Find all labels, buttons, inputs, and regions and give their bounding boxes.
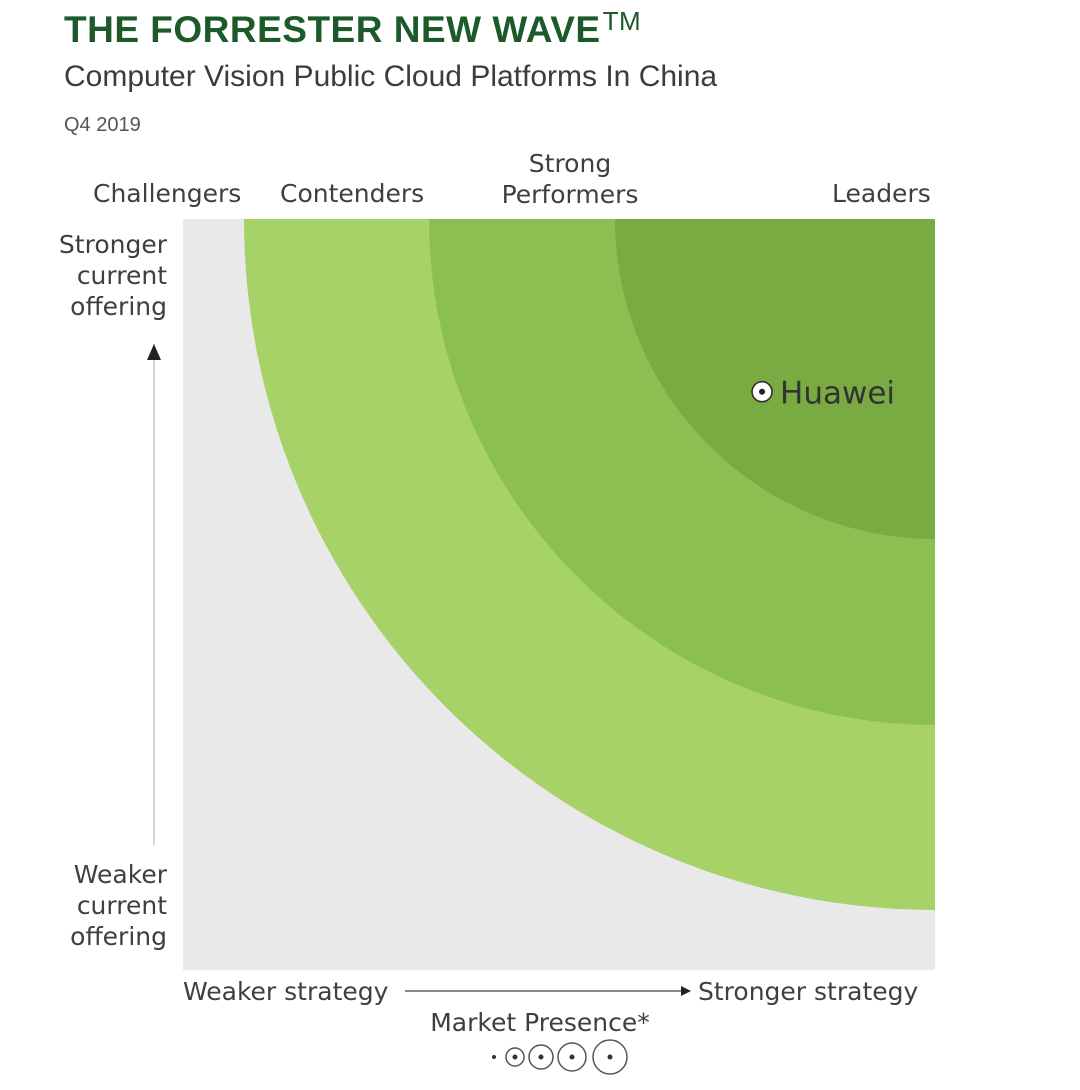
segment-label-challengers: Challengers bbox=[93, 179, 242, 208]
segment-label-leaders: Leaders bbox=[832, 179, 931, 208]
presence-size-1-icon bbox=[492, 1055, 496, 1059]
y-axis-arrowhead-icon bbox=[147, 344, 161, 360]
report-date: Q4 2019 bbox=[64, 114, 141, 136]
vendor-marker-dot bbox=[759, 388, 766, 395]
vendor-label: Huawei bbox=[780, 376, 895, 412]
y-axis-top-label: Stronger current offering bbox=[58, 230, 167, 321]
report-subtitle: Computer Vision Public Cloud Platforms I… bbox=[64, 60, 718, 93]
market-presence-legend bbox=[492, 1039, 628, 1075]
trademark-mark: TM bbox=[602, 6, 642, 36]
y-axis-bottom-label: Weaker current offering bbox=[70, 860, 167, 951]
segment-label-contenders: Contenders bbox=[280, 179, 425, 208]
vendor-marker: Huawei bbox=[751, 376, 895, 412]
market-presence-label: Market Presence* bbox=[430, 1008, 650, 1037]
report-brand-title: THE FORRESTER NEW WAVETM bbox=[64, 6, 642, 50]
x-axis-right-label: Stronger strategy bbox=[698, 977, 919, 1006]
segment-label-strong-performers: Strong Performers bbox=[501, 149, 639, 209]
leaders-band bbox=[615, 219, 935, 539]
x-axis-left-label: Weaker strategy bbox=[183, 977, 389, 1006]
